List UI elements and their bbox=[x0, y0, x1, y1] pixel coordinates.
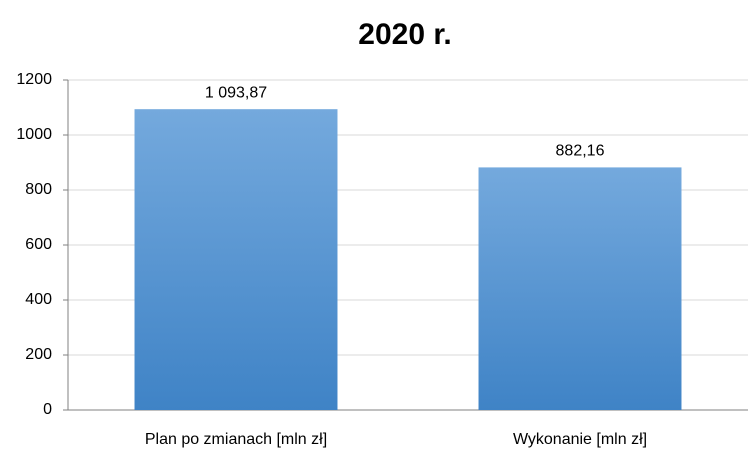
y-tick-label: 200 bbox=[25, 346, 52, 363]
y-tick-label: 600 bbox=[25, 236, 52, 253]
data-label: 882,16 bbox=[556, 143, 605, 160]
y-tick-label: 800 bbox=[25, 181, 52, 198]
bar bbox=[134, 109, 338, 410]
y-tick-label: 1200 bbox=[16, 71, 52, 88]
chart-title: 2020 r. bbox=[358, 18, 451, 51]
data-label: 1 093,87 bbox=[205, 84, 267, 101]
x-tick-label: Plan po zmianach [mln zł] bbox=[145, 431, 327, 448]
y-tick-label: 1000 bbox=[16, 126, 52, 143]
y-tick-label: 0 bbox=[43, 401, 52, 418]
x-tick-label: Wykonanie [mln zł] bbox=[513, 431, 647, 448]
y-tick-label: 400 bbox=[25, 291, 52, 308]
bar bbox=[478, 167, 682, 410]
